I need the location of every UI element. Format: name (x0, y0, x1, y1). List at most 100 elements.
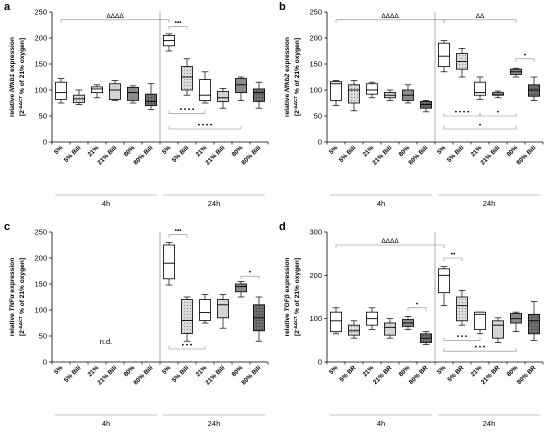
panel-letter: a (4, 1, 11, 13)
x-category-label: 5% (161, 364, 173, 376)
x-category-label: 5% Bili (171, 144, 191, 164)
group-label: 4h (377, 199, 385, 208)
significance-text: • (249, 269, 252, 276)
box-body (384, 322, 396, 336)
y-tick-label: 200 (309, 34, 322, 43)
significance-bracket (443, 19, 517, 23)
significance-bracket (443, 348, 517, 352)
box-1 (73, 89, 85, 105)
x-category-label: 5% Bili (446, 144, 466, 164)
box-10 (235, 76, 247, 101)
significance-text: ••• (175, 228, 183, 235)
significance-text: ••• (175, 20, 183, 27)
y-tick-label: 250 (34, 8, 47, 17)
y-tick-label: 300 (309, 228, 322, 237)
significance-bracket (515, 58, 535, 62)
x-category-label: 5% (328, 364, 340, 376)
y-tick-label: 200 (309, 271, 322, 280)
x-category-label: 5% (436, 144, 448, 156)
y-tick-label: 0 (318, 358, 322, 367)
significance-annotation: • • • (443, 333, 481, 341)
significance-annotation: • (443, 122, 517, 130)
significance-annotation: ΔΔΔΔ (335, 238, 445, 248)
significance-annotation: ΔΔΔΔ (60, 13, 170, 23)
group-label: 4h (102, 419, 110, 428)
panel-letter: c (4, 221, 10, 233)
x-category-label: 21% BR (480, 364, 502, 386)
box-body (528, 313, 540, 335)
x-category-label: 5% BR (446, 364, 465, 383)
y-label-part: expression (9, 258, 16, 295)
box-body (330, 81, 342, 101)
box-5 (145, 83, 157, 111)
box-body (438, 42, 450, 68)
significance-bracket (443, 257, 463, 261)
y-tick-label: 50 (39, 112, 47, 121)
significance-annotation: • (240, 269, 260, 280)
significance-annotation: ΔΔΔΔ (335, 13, 445, 23)
significance-text: ΔΔΔΔ (381, 13, 399, 20)
x-category-label: 21% (195, 144, 209, 158)
x-category-label: 80% BR (408, 364, 430, 386)
group-label: 4h (377, 419, 385, 428)
significance-bracket (479, 113, 517, 117)
box-8 (199, 294, 211, 324)
significance-annotation: • • • • (168, 122, 242, 130)
y-label-part: expression (9, 37, 16, 74)
x-category-label: 21% BR (372, 364, 394, 386)
box-4 (127, 85, 139, 104)
y-tick-label: 100 (309, 314, 322, 323)
y-axis-label: relative TGFβ expression (284, 258, 291, 337)
box-4 (402, 316, 414, 330)
significance-annotation: • (515, 52, 535, 62)
panel-letter: d (279, 221, 286, 233)
significance-text: • • • • (455, 109, 470, 116)
y-label-part: expression (284, 258, 291, 295)
y-label-part: relative (284, 312, 291, 337)
y-units-superscript: -ΔΔCT (293, 316, 298, 330)
x-category-label: 80% Bili (132, 144, 154, 166)
box-7 (181, 296, 193, 342)
significance-bracket (60, 19, 170, 23)
y-tick-label: 200 (34, 34, 47, 43)
box-0 (55, 78, 67, 104)
box-body (199, 299, 211, 321)
box-body (348, 84, 360, 104)
significance-annotation: ••• (168, 228, 188, 238)
significance-annotation: •• (443, 251, 463, 261)
y-axis-label: relative Nfkb2 expression (284, 37, 291, 117)
significance-bracket (240, 275, 260, 280)
significance-bracket (168, 346, 206, 350)
y-axis-label-units: [2-ΔΔCT % of 21% oxygen] (18, 38, 26, 116)
significance-text: ΔΔ (476, 13, 485, 20)
group-label: 24h (208, 419, 221, 428)
significance-text: • (416, 301, 419, 308)
y-tick-label: 0 (43, 138, 47, 147)
significance-bracket (168, 110, 206, 114)
y-tick-label: 200 (34, 254, 47, 263)
box-body (109, 83, 121, 100)
box-11 (253, 81, 265, 109)
significance-text: • • • (457, 333, 468, 340)
x-category-label: 80% (506, 144, 520, 158)
box-10 (510, 311, 522, 333)
y-label-part: relative (9, 311, 16, 336)
box-7 (456, 48, 468, 78)
box-body (474, 311, 486, 330)
y-axis-label: relative TNFα expression (9, 258, 16, 337)
box-11 (528, 76, 540, 101)
x-category-label: 21% (87, 364, 101, 378)
x-category-label: 21% (470, 364, 484, 378)
y-units-part: [2 (294, 330, 301, 336)
x-category-label: 80% BR (516, 364, 538, 386)
box-11 (528, 300, 540, 341)
y-label-part: expression (284, 37, 291, 74)
y-label-gene: Nfkb1 (9, 73, 16, 92)
y-tick-label: 0 (43, 358, 47, 367)
box-1 (348, 320, 360, 339)
x-category-label: 21% (362, 144, 376, 158)
box-11 (253, 296, 265, 342)
significance-annotation: ΔΔ (443, 13, 517, 23)
